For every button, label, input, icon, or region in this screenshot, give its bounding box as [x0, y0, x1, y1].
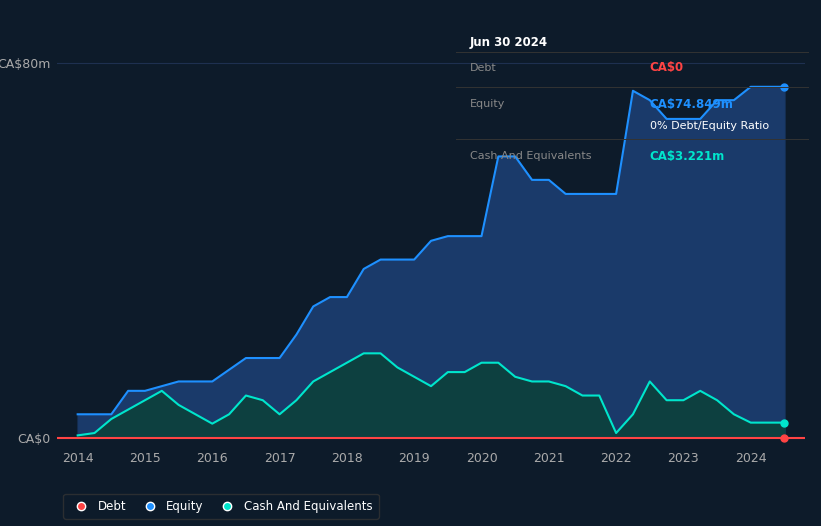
Text: Debt: Debt	[470, 63, 497, 73]
Text: Jun 30 2024: Jun 30 2024	[470, 36, 548, 49]
Text: CA$0: CA$0	[650, 62, 684, 74]
Text: CA$74.849m: CA$74.849m	[650, 98, 734, 110]
Text: 0% Debt/Equity Ratio: 0% Debt/Equity Ratio	[650, 121, 769, 132]
Text: Equity: Equity	[470, 99, 505, 109]
Text: CA$3.221m: CA$3.221m	[650, 150, 725, 163]
Text: Cash And Equivalents: Cash And Equivalents	[470, 151, 591, 161]
Legend: Debt, Equity, Cash And Equivalents: Debt, Equity, Cash And Equivalents	[63, 494, 378, 519]
